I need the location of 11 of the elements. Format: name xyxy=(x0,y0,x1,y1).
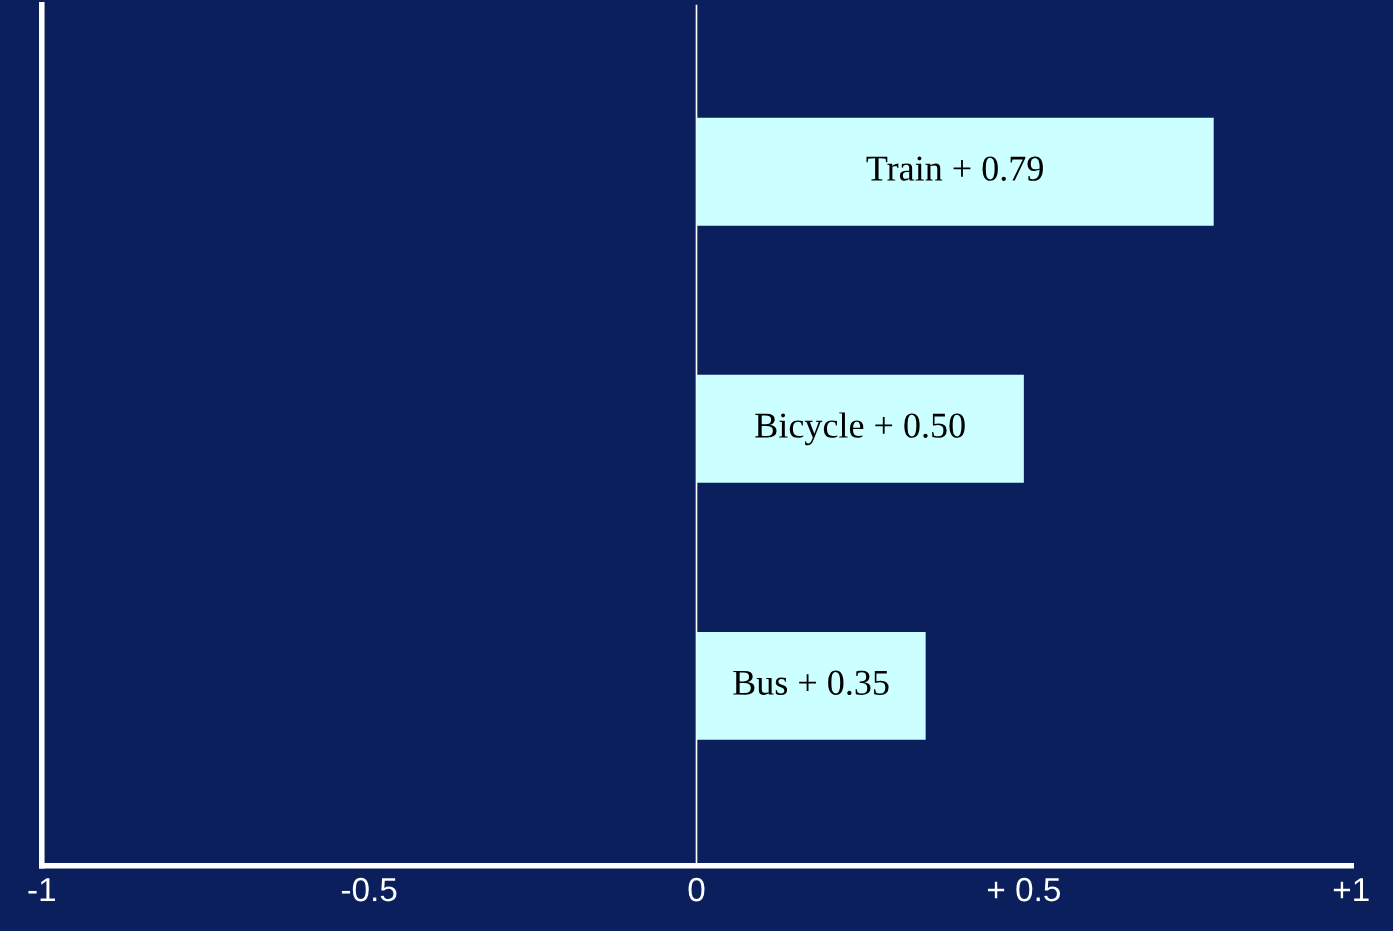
x-tick-label: 0 xyxy=(688,877,705,902)
category-label: Train + 0.79 xyxy=(866,156,1043,181)
bar xyxy=(696,117,1214,226)
x-tick-label: -1 xyxy=(28,878,55,902)
x-tick-label: -0.5 xyxy=(341,877,397,902)
bar xyxy=(696,374,1024,483)
category-label: Bicycle + 0.50 xyxy=(755,412,965,446)
category-label: Bus + 0.35 xyxy=(733,670,889,696)
x-tick-label: + 0.5 xyxy=(987,877,1060,902)
bar xyxy=(696,631,926,740)
x-tick-label: +1 xyxy=(1333,878,1369,902)
